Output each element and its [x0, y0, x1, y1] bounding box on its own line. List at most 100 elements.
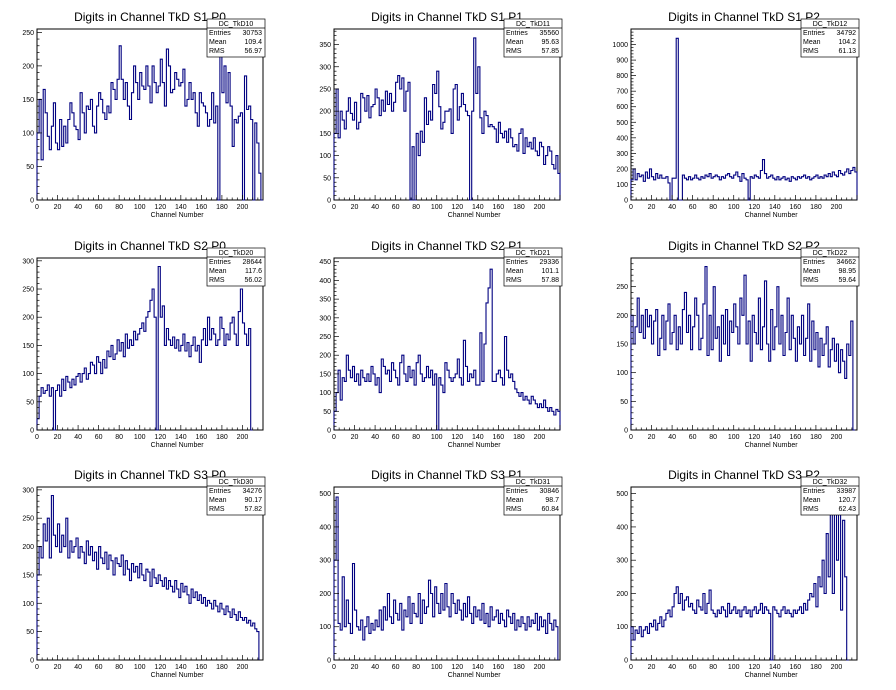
histogram-series — [333, 496, 559, 660]
stats-label: RMS — [506, 277, 522, 284]
stats-value: 117.6 — [245, 268, 262, 275]
y-tick-label: 100 — [319, 153, 331, 160]
stats-box: DC_TkD30 Entries 34276 Mean 90.17 RMS 57.82 — [206, 476, 266, 516]
histogram-series — [630, 493, 849, 661]
stats-value: 90.17 — [244, 497, 262, 504]
x-tick-label: 0 — [35, 434, 39, 441]
y-tick-label: 300 — [319, 558, 331, 565]
x-axis-label: Channel Number — [745, 672, 799, 679]
x-axis-label: Channel Number — [151, 672, 205, 679]
x-tick-label: 160 — [196, 664, 208, 671]
y-tick-label: 200 — [616, 166, 628, 173]
y-tick-label: 0 — [327, 428, 331, 435]
stats-label: Entries — [209, 488, 231, 495]
x-tick-label: 0 — [332, 434, 336, 441]
x-tick-label: 60 — [689, 434, 697, 441]
x-tick-label: 0 — [629, 664, 633, 671]
x-tick-label: 160 — [790, 664, 802, 671]
y-tick-label: 150 — [22, 97, 34, 104]
x-tick-label: 120 — [451, 434, 463, 441]
stats-value: 59.64 — [838, 277, 856, 284]
x-tick-label: 140 — [769, 204, 781, 211]
stats-value: 34662 — [837, 259, 857, 266]
chart-title: Digits in Channel TkD S1 P1 — [371, 10, 523, 24]
stats-name: DC_TkD21 — [516, 250, 551, 257]
stats-box-frame — [206, 247, 266, 287]
x-tick-label: 40 — [371, 204, 379, 211]
stats-box: DC_TkD21 Entries 29336 Mean 101.1 RMS 57.88 — [503, 247, 563, 287]
x-tick-label: 200 — [831, 434, 843, 441]
stats-label: Mean — [209, 497, 227, 504]
x-tick-label: 40 — [668, 434, 676, 441]
x-tick-label: 60 — [689, 204, 697, 211]
y-tick-label: 150 — [319, 131, 331, 138]
x-tick-label: 20 — [351, 204, 359, 211]
stats-value: 101.1 — [541, 268, 559, 275]
y-tick-label: 100 — [616, 182, 628, 189]
stats-value: 57.85 — [541, 48, 559, 55]
x-axis-label: Channel Number — [745, 212, 799, 219]
stats-box: DC_TkD31 Entries 30846 Mean 98.7 RMS 60.84 — [503, 476, 563, 516]
y-tick-label: 200 — [319, 591, 331, 598]
y-tick-label: 50 — [26, 399, 34, 406]
x-tick-label: 140 — [769, 664, 781, 671]
stats-value: 34276 — [243, 488, 263, 495]
x-tick-label: 120 — [154, 204, 166, 211]
x-tick-label: 100 — [134, 204, 146, 211]
chart-panel-8: Digits in Channel TkD S3 P1 0 20 40 60 80 100 1… — [319, 468, 563, 679]
y-tick-label: 150 — [319, 371, 331, 378]
chart-title: Digits in Channel TkD S2 P1 — [371, 239, 523, 253]
x-tick-label: 20 — [54, 664, 62, 671]
y-tick-label: 100 — [319, 390, 331, 397]
x-tick-label: 60 — [392, 204, 400, 211]
x-tick-label: 20 — [54, 434, 62, 441]
x-tick-label: 0 — [629, 434, 633, 441]
x-tick-label: 40 — [668, 664, 676, 671]
y-tick-label: 0 — [327, 198, 331, 205]
stats-label: Entries — [803, 488, 825, 495]
y-tick-label: 0 — [624, 198, 628, 205]
stats-box: DC_TkD20 Entries 28644 Mean 117.6 RMS 56.02 — [206, 247, 266, 287]
x-tick-label: 160 — [493, 434, 505, 441]
x-tick-label: 60 — [95, 664, 103, 671]
x-tick-label: 160 — [790, 204, 802, 211]
y-tick-label: 400 — [616, 524, 628, 531]
x-tick-label: 160 — [493, 664, 505, 671]
chart-panel-4: Digits in Channel TkD S2 P0 0 20 40 60 80 100 1… — [22, 239, 266, 449]
stats-label: RMS — [506, 48, 522, 55]
x-tick-label: 100 — [728, 204, 740, 211]
y-tick-label: 150 — [616, 342, 628, 349]
stats-label: RMS — [803, 506, 819, 513]
stats-value: 109.4 — [244, 39, 262, 46]
x-axis-label: Channel Number — [151, 442, 205, 449]
x-tick-label: 200 — [237, 204, 249, 211]
chart-panel-1: Digits in Channel TkD S1 P0 0 20 40 60 80 100 1… — [22, 10, 266, 219]
y-tick-label: 50 — [323, 409, 331, 416]
x-tick-label: 120 — [154, 434, 166, 441]
x-tick-label: 180 — [810, 204, 822, 211]
stats-value: 62.43 — [838, 506, 856, 513]
x-tick-label: 100 — [431, 204, 443, 211]
x-tick-label: 20 — [351, 664, 359, 671]
y-tick-label: 200 — [616, 591, 628, 598]
x-axis-label: Channel Number — [448, 672, 502, 679]
y-tick-label: 100 — [319, 624, 331, 631]
x-tick-label: 0 — [35, 664, 39, 671]
chart-panel-2: Digits in Channel TkD S1 P1 0 20 40 60 80 100 1… — [319, 10, 563, 219]
y-tick-label: 100 — [22, 601, 34, 608]
stats-box-frame — [800, 247, 860, 287]
x-tick-label: 120 — [451, 204, 463, 211]
y-tick-label: 600 — [616, 104, 628, 111]
stats-name: DC_TkD30 — [219, 479, 254, 486]
histogram-series — [36, 45, 263, 201]
y-tick-label: 350 — [319, 297, 331, 304]
stats-value: 61.13 — [838, 48, 856, 55]
histogram-series — [36, 494, 260, 660]
y-tick-label: 200 — [319, 109, 331, 116]
stats-value: 57.88 — [541, 277, 559, 284]
x-tick-label: 200 — [831, 204, 843, 211]
y-tick-label: 100 — [22, 371, 34, 378]
chart-title: Digits in Channel TkD S3 P0 — [74, 468, 226, 482]
stats-label: RMS — [506, 506, 522, 513]
